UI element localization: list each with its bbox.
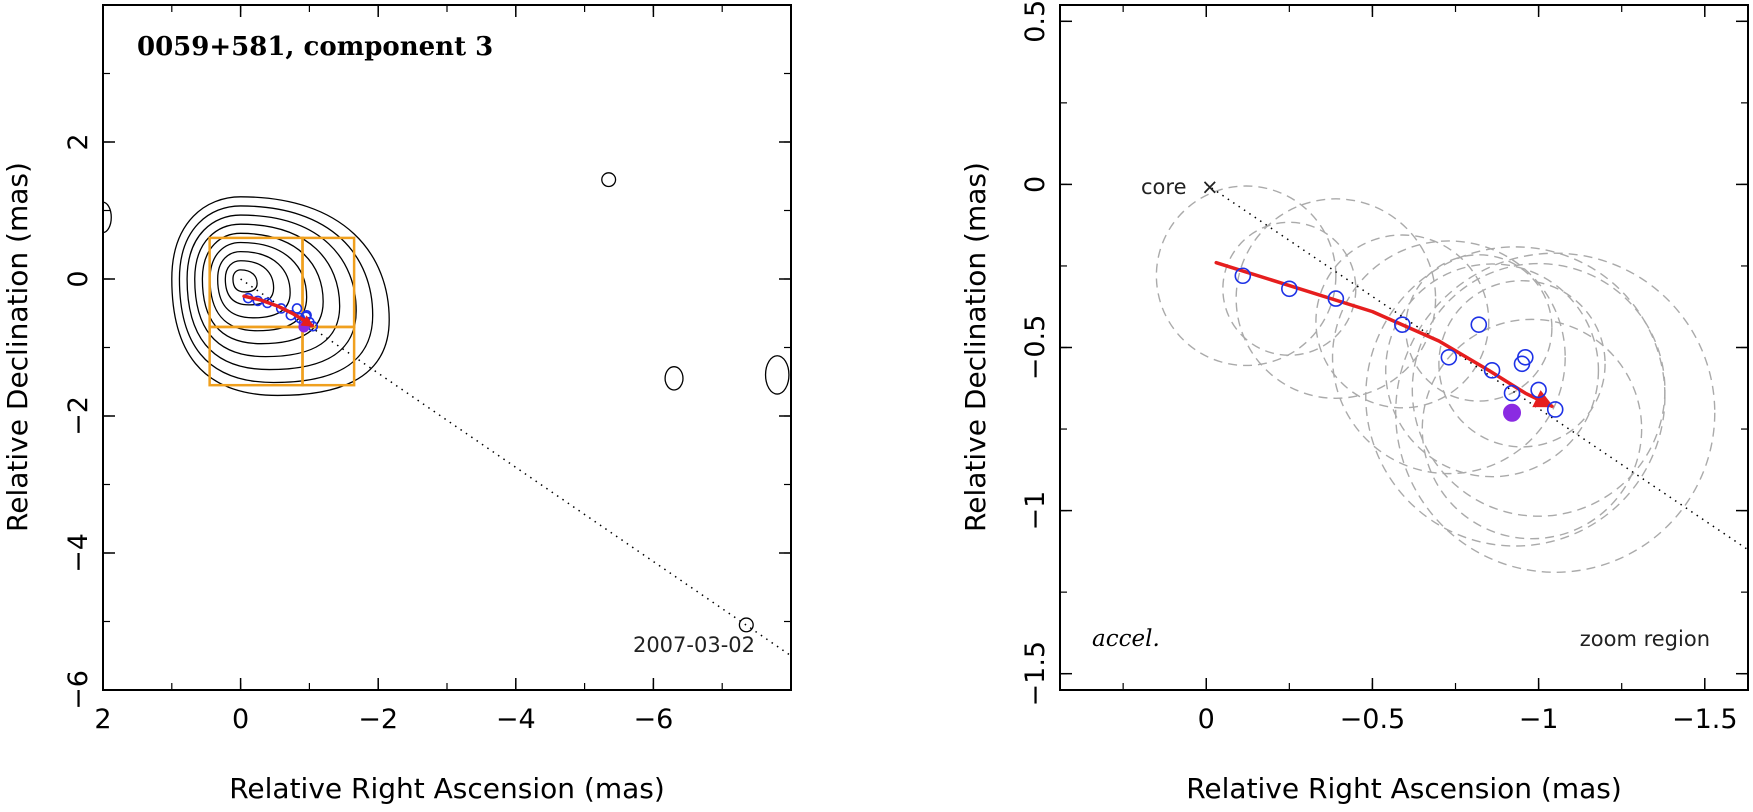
zoom-x-tick-label: −1 xyxy=(1519,704,1559,735)
contour-level xyxy=(209,241,308,332)
map-ticks: 2 0 −2 −4 −620−2−4−6 xyxy=(63,4,792,735)
contour-level xyxy=(186,214,357,371)
zoom-y-tick-label: 0.5 xyxy=(1020,0,1051,43)
map-x-tick-label: −4 xyxy=(496,704,536,735)
component-size-circle xyxy=(1331,240,1566,475)
jet-direction-dotted-line xyxy=(1205,183,1748,551)
component-size-circle xyxy=(1421,318,1643,540)
zoom-y-tick-label: −0.5 xyxy=(1020,315,1051,381)
position-marker xyxy=(291,303,303,314)
contour-island xyxy=(764,355,790,395)
component-size-circle xyxy=(1385,263,1600,478)
zoom-plot-frame xyxy=(1059,4,1749,691)
contour-island xyxy=(601,172,617,188)
latest-position-marker xyxy=(1503,403,1522,422)
core-label: core xyxy=(1141,175,1187,199)
position-marker xyxy=(1440,348,1458,366)
acceleration-track xyxy=(1214,260,1554,408)
contour-level xyxy=(217,250,291,319)
contour-level xyxy=(171,196,390,397)
map-y-tick-label: −4 xyxy=(63,533,94,573)
zoom-region-label: zoom region xyxy=(1580,627,1710,651)
core-marker: × xyxy=(1201,175,1219,199)
component-positions xyxy=(1234,267,1564,422)
map-x-tick-label: 2 xyxy=(94,704,111,735)
zoom-y-axis-title: Relative Declination (mas) xyxy=(959,162,992,532)
jet-direction-dotted-line xyxy=(240,278,791,657)
component-size-circle xyxy=(1315,234,1490,409)
position-marker xyxy=(1234,267,1252,285)
position-marker xyxy=(1281,280,1298,298)
contour-island xyxy=(664,366,684,391)
contour-island xyxy=(738,617,754,633)
position-marker xyxy=(1503,384,1521,402)
component-size-circle xyxy=(1438,280,1606,448)
component-size-circle xyxy=(1155,185,1337,367)
accel-label: accel. xyxy=(1092,626,1160,652)
zoom-ticks: 0 −0.5 −1 −1.5 0.5 0 −0.5 −1 −1.5 xyxy=(1020,0,1748,735)
map-x-tick-label: −2 xyxy=(358,704,398,735)
position-marker xyxy=(1327,290,1345,307)
contour-map xyxy=(103,172,790,633)
zoom-y-tick-label: −1.5 xyxy=(1020,641,1051,707)
component-size-circle xyxy=(1394,252,1716,573)
position-marker xyxy=(1530,381,1547,399)
position-marker xyxy=(1470,316,1488,333)
component-size-circle xyxy=(1235,198,1437,399)
map-y-tick-label: 0 xyxy=(63,270,94,287)
zoom-box xyxy=(301,325,356,387)
jet-direction-line xyxy=(240,278,791,657)
position-marker xyxy=(1483,362,1501,379)
map-x-tick-label: 0 xyxy=(232,704,249,735)
map-y-axis-title: Relative Declination (mas) xyxy=(1,162,34,532)
contour-level xyxy=(224,260,275,306)
component-size-circle xyxy=(1411,262,1666,517)
component-size-circle xyxy=(1222,221,1357,356)
component-size-circles xyxy=(1155,185,1716,573)
jet-direction-line xyxy=(1205,183,1748,551)
map-panel: 2 0 −2 −4 −620−2−4−6 0059+581, component 3 2… xyxy=(1,4,792,805)
zoom-x-tick-label: 0 xyxy=(1198,704,1215,735)
zoom-region-boxes xyxy=(208,236,356,387)
component-size-circle xyxy=(1404,254,1553,402)
contour-level xyxy=(232,269,258,293)
acceleration-track xyxy=(242,294,315,328)
map-y-tick-label: −2 xyxy=(63,396,94,436)
zoom-x-axis-title: Relative Right Ascension (mas) xyxy=(1186,772,1622,805)
map-plot-frame xyxy=(102,4,792,691)
contour-level xyxy=(194,223,341,358)
epoch-label: 2007-03-02 xyxy=(633,633,755,657)
map-x-tick-label: −6 xyxy=(633,704,673,735)
position-marker xyxy=(1517,348,1534,366)
acceleration-track-arrowhead xyxy=(1532,390,1554,408)
map-x-axis-title: Relative Right Ascension (mas) xyxy=(229,772,665,805)
zoom-x-tick-label: −0.5 xyxy=(1340,704,1406,735)
acceleration-track-arrowhead xyxy=(300,315,315,327)
map-y-tick-label: 2 xyxy=(63,133,94,150)
zoom-y-tick-label: −1 xyxy=(1020,491,1051,531)
zoom-y-tick-label: 0 xyxy=(1020,176,1051,193)
zoom-panel: 0 −0.5 −1 −1.50.50−0.5−1−1.5 core × accel. … xyxy=(959,0,1749,805)
map-title: 0059+581, component 3 xyxy=(137,32,493,62)
contour-level xyxy=(201,232,324,345)
component-size-circle xyxy=(1365,246,1666,547)
map-y-tick-label: −6 xyxy=(63,670,94,710)
position-marker xyxy=(1394,316,1411,333)
acceleration-track-line xyxy=(1214,260,1554,408)
position-marker xyxy=(1546,401,1564,418)
zoom-x-tick-label: −1.5 xyxy=(1672,704,1738,735)
